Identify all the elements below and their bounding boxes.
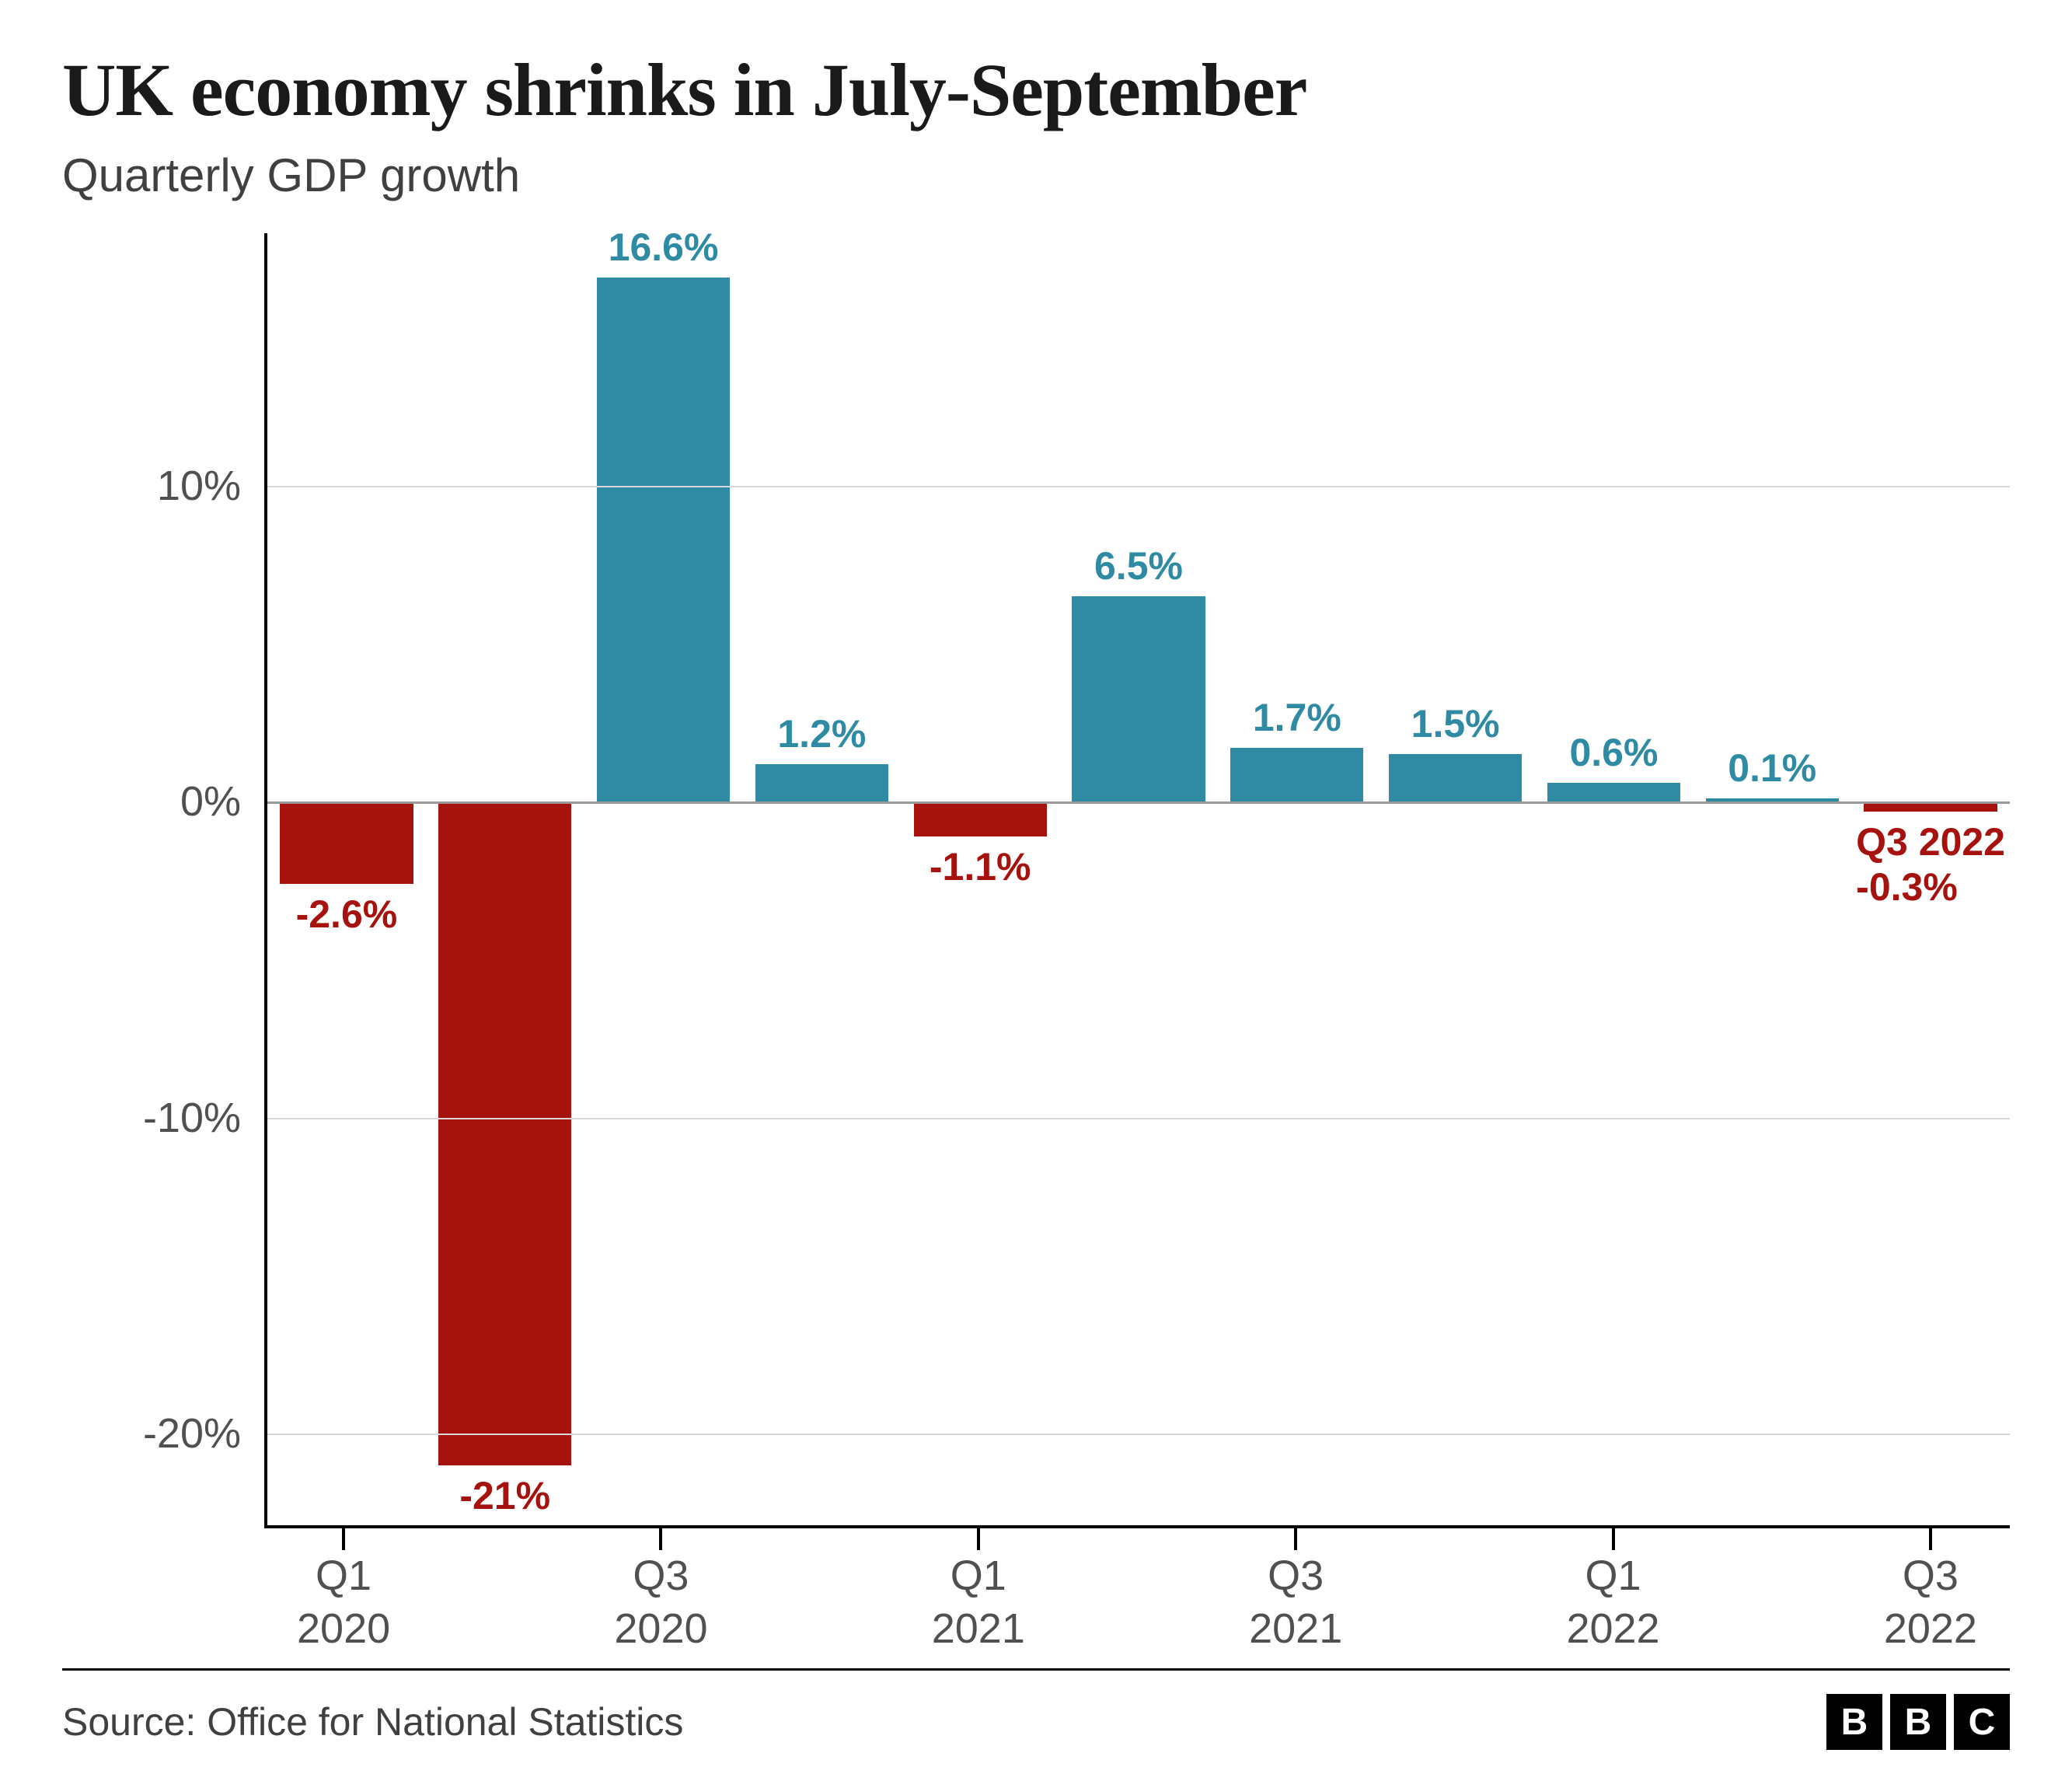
y-axis: -20% -10% 0% 10% bbox=[62, 233, 264, 1528]
bar-value-label: 16.6% bbox=[609, 225, 719, 278]
bbc-logo-letter: B bbox=[1826, 1694, 1882, 1750]
gridline bbox=[267, 1118, 2010, 1119]
y-tick-label: 10% bbox=[157, 462, 241, 510]
x-tick-label: Q32020 bbox=[614, 1550, 707, 1655]
source-text: Source: Office for National Statistics bbox=[62, 1699, 683, 1744]
bar-slot: 1.7% bbox=[1218, 233, 1376, 1528]
bar-annotation: Q3 2022 bbox=[1856, 819, 2005, 864]
bar-slot: 6.5% bbox=[1059, 233, 1218, 1528]
bar-value-label: 1.7% bbox=[1253, 695, 1341, 748]
x-tick bbox=[659, 1528, 662, 1550]
y-tick-label: -10% bbox=[143, 1094, 241, 1142]
bar-slot: -1.1% bbox=[901, 233, 1059, 1528]
bar-slot: -21% bbox=[426, 233, 584, 1528]
bar-value-label: Q3 2022-0.3% bbox=[1856, 812, 2005, 910]
x-tick-label: Q12020 bbox=[297, 1550, 390, 1655]
bar bbox=[1230, 748, 1363, 801]
bbc-logo-letter: C bbox=[1954, 1694, 2010, 1750]
bars-layer: -2.6% -21% 16.6% 1.2% -1.1% 6.5% 1.7% 1.5% 0.6% 0… bbox=[267, 233, 2010, 1528]
bar-value-label: -21% bbox=[459, 1465, 550, 1518]
zero-line bbox=[267, 801, 2010, 804]
bar bbox=[280, 801, 413, 884]
chart-container: UK economy shrinks in July-September Qua… bbox=[0, 0, 2072, 1781]
footer: Source: Office for National Statistics B… bbox=[62, 1668, 2010, 1750]
bar-value-label: -2.6% bbox=[296, 884, 398, 937]
bar-slot: Q3 2022-0.3% bbox=[1851, 233, 2010, 1528]
bar-value-label: 1.2% bbox=[777, 711, 866, 764]
bar-value-label: 6.5% bbox=[1094, 543, 1183, 596]
bbc-logo: BBC bbox=[1826, 1694, 2010, 1750]
bar-value-label: -1.1% bbox=[930, 836, 1031, 889]
bar bbox=[1072, 596, 1205, 801]
x-tick bbox=[1612, 1528, 1615, 1550]
gridline bbox=[267, 1434, 2010, 1435]
gridline bbox=[267, 486, 2010, 487]
bar-slot: 0.6% bbox=[1535, 233, 1694, 1528]
bar bbox=[1389, 754, 1522, 801]
chart-title: UK economy shrinks in July-September bbox=[62, 47, 2010, 133]
x-axis: Q12020 Q32020 Q12021 Q32021 Q12022 Q32022 bbox=[264, 1528, 2010, 1668]
bar bbox=[914, 801, 1047, 836]
x-tick bbox=[1294, 1528, 1297, 1550]
bar-slot: -2.6% bbox=[267, 233, 426, 1528]
bar-slot: 1.5% bbox=[1376, 233, 1535, 1528]
bar-slot: 0.1% bbox=[1693, 233, 1851, 1528]
bar-value-label: 1.5% bbox=[1411, 701, 1500, 754]
y-tick-label: 0% bbox=[180, 777, 241, 826]
y-tick-label: -20% bbox=[143, 1409, 241, 1458]
bar bbox=[438, 801, 571, 1465]
x-tick-label: Q12021 bbox=[932, 1550, 1025, 1655]
bar-slot: 16.6% bbox=[584, 233, 743, 1528]
chart-body: -20% -10% 0% 10% -2.6% -21% 16.6% 1.2% -1.1% 6.5… bbox=[62, 233, 2010, 1528]
bar-value-label: 0.1% bbox=[1728, 746, 1816, 798]
x-tick-label: Q32021 bbox=[1249, 1550, 1342, 1655]
x-tick bbox=[977, 1528, 980, 1550]
x-tick-label: Q12022 bbox=[1566, 1550, 1659, 1655]
plot-area: -2.6% -21% 16.6% 1.2% -1.1% 6.5% 1.7% 1.5% 0.6% 0… bbox=[264, 233, 2010, 1528]
x-tick-label: Q32022 bbox=[1884, 1550, 1977, 1655]
bar-slot: 1.2% bbox=[742, 233, 901, 1528]
chart-subtitle: Quarterly GDP growth bbox=[62, 148, 2010, 202]
bar bbox=[1547, 783, 1680, 801]
bar-value-label: 0.6% bbox=[1569, 730, 1658, 783]
bar bbox=[597, 278, 730, 802]
bbc-logo-letter: B bbox=[1890, 1694, 1946, 1750]
bar bbox=[755, 764, 888, 802]
x-tick bbox=[1929, 1528, 1932, 1550]
x-tick bbox=[342, 1528, 345, 1550]
